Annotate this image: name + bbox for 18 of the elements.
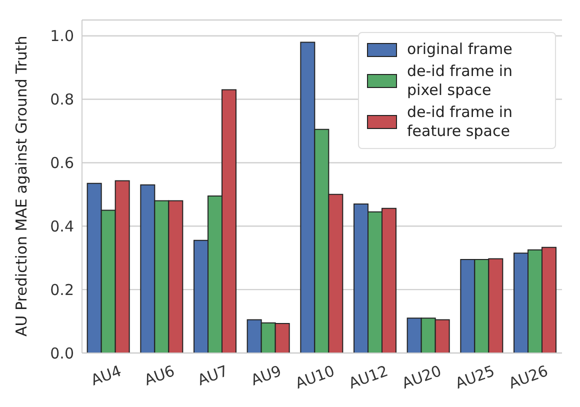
y-tick-label: 0.6 (50, 154, 74, 172)
x-tick-label: AU12 (346, 362, 390, 393)
y-tick-label: 0.4 (50, 217, 74, 236)
x-tick-label: AU7 (195, 362, 230, 390)
x-tick-label: AU10 (292, 362, 338, 393)
y-tick-label: 0.0 (50, 344, 74, 362)
x-tick-label: AU9 (248, 362, 284, 390)
legend-label: original frame (407, 40, 514, 59)
y-axis-title: AU Prediction MAE against Ground Truth (12, 36, 30, 336)
y-tick-label: 0.8 (50, 90, 74, 109)
legend-label: de-id frame in feature space (407, 103, 514, 141)
x-tick-label: AU25 (452, 362, 498, 393)
x-tick-label: AU6 (142, 362, 178, 390)
x-tick-label: AU4 (88, 362, 124, 390)
y-tick-label: 0.2 (50, 280, 74, 299)
y-tick-label: 1.0 (50, 27, 74, 46)
x-tick-label: AU20 (400, 362, 444, 393)
x-tick-label: AU26 (506, 362, 550, 393)
